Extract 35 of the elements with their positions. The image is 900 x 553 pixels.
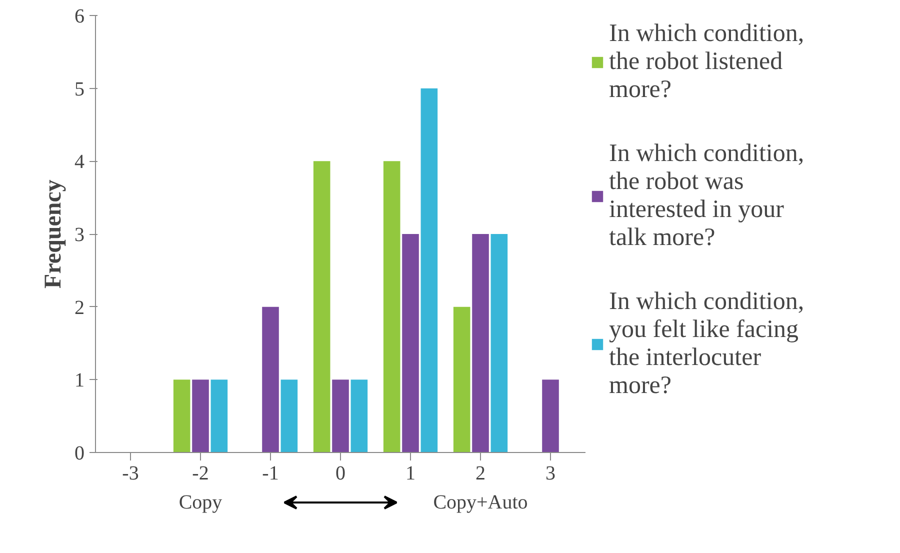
y-tick-label: 1 (74, 370, 84, 392)
x-tick-label: 1 (406, 462, 416, 484)
bar (402, 234, 419, 452)
x-tick-label: 3 (546, 462, 556, 484)
x-tick-label: 0 (336, 462, 346, 484)
bar (262, 306, 279, 452)
bar (313, 161, 330, 452)
legend-label: In which condition, you felt like facing the interlocuter more? (609, 288, 804, 400)
y-tick-label: 4 (74, 151, 84, 174)
x-tick-label: 2 (476, 462, 486, 484)
bar (472, 234, 489, 452)
bar (332, 380, 349, 452)
y-tick-label: 3 (74, 224, 84, 246)
bar (420, 88, 438, 452)
bar (350, 380, 368, 452)
y-axis-title: Frequency (40, 180, 66, 288)
bar (490, 234, 508, 452)
text: Copy (178, 492, 222, 514)
bar (383, 161, 400, 452)
y-tick-label: 6 (74, 6, 84, 28)
x-tick-label: -2 (192, 462, 209, 484)
x-tick-label: -1 (262, 462, 279, 484)
y-tick-label: 2 (74, 296, 84, 319)
y-tick-label: 5 (74, 78, 84, 100)
legend-label: In which condition, the robot listened more? (609, 20, 804, 104)
bar (453, 306, 470, 452)
text: Copy+Auto (433, 492, 528, 514)
bar (173, 380, 190, 452)
legend-label: In which condition, the robot was interested in your talk more? (609, 140, 804, 252)
bar (192, 380, 209, 452)
bar (280, 380, 298, 452)
bar (542, 380, 559, 452)
x-tick-label: -3 (122, 462, 139, 484)
y-tick-label: 0 (74, 442, 84, 464)
bar (210, 380, 228, 452)
